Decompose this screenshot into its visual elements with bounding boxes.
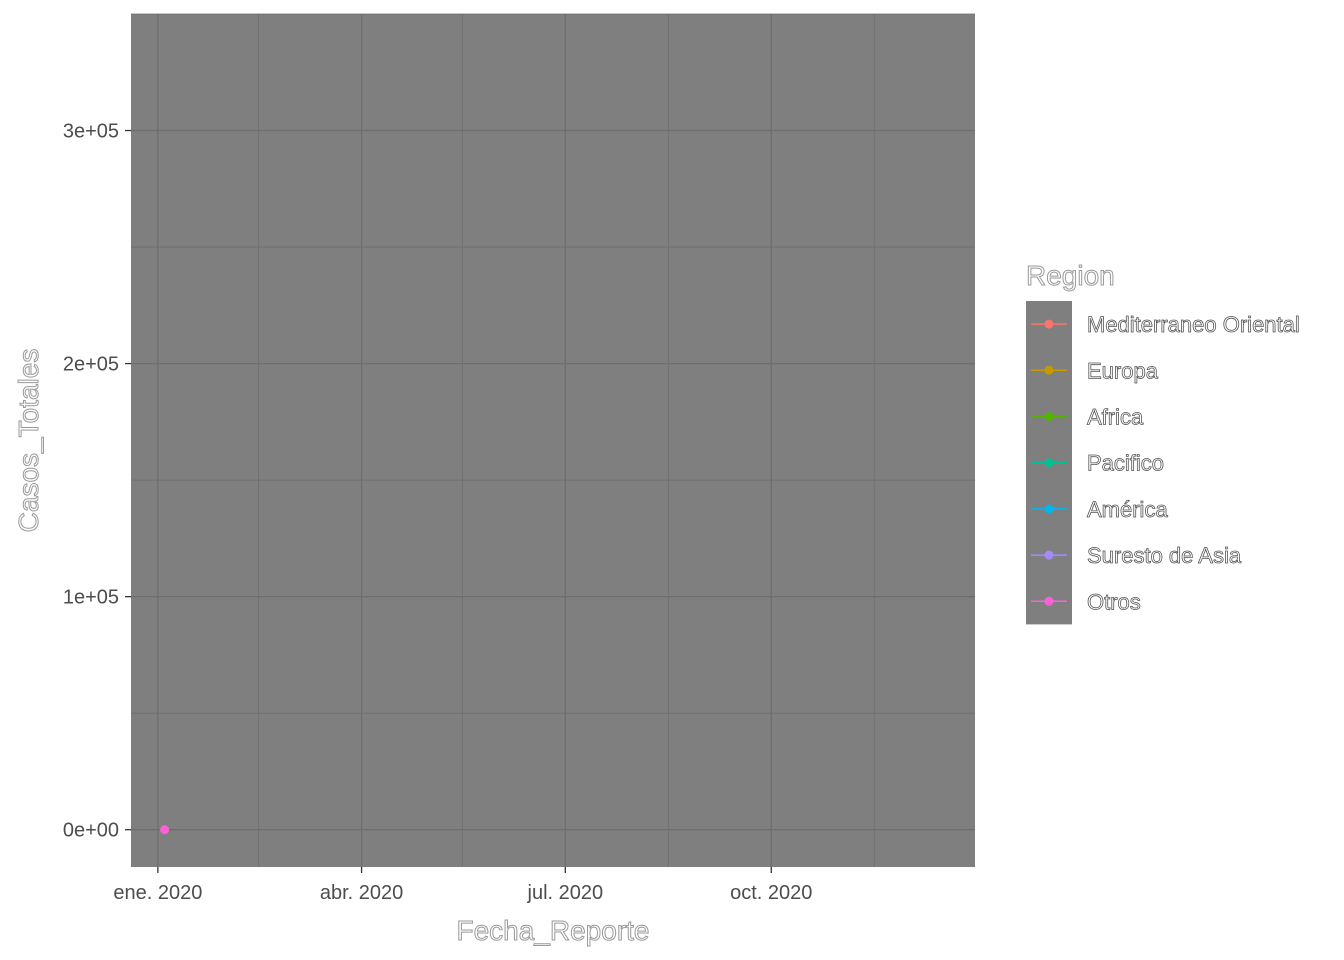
y-axis-title: Casos_Totales xyxy=(13,349,44,533)
legend-key-point xyxy=(1044,504,1054,514)
legend-label: Africa xyxy=(1087,405,1144,430)
legend-key-point xyxy=(1044,458,1054,468)
y-tick-label: 3e+05 xyxy=(63,121,119,143)
legend-key-point xyxy=(1044,596,1054,606)
legend-label: Suresto de Asia xyxy=(1087,543,1242,568)
x-tick-label: ene. 2020 xyxy=(113,882,202,904)
y-axis: 0e+00 1e+05 2e+05 3e+05 xyxy=(63,121,131,842)
plot-panel xyxy=(131,14,975,867)
series-layer xyxy=(160,825,170,835)
x-axis: ene. 2020 abr. 2020 jul. 2020 oct. 2020 xyxy=(113,867,812,904)
x-tick-label: oct. 2020 xyxy=(730,882,812,904)
x-tick-label: jul. 2020 xyxy=(527,882,604,904)
legend-key-point xyxy=(1044,319,1054,329)
legend-key-point xyxy=(1044,365,1054,375)
y-tick-label: 1e+05 xyxy=(63,587,119,609)
data-point xyxy=(160,825,170,835)
legend: Region Mediterraneo Oriental Europa Africa… xyxy=(1026,260,1300,625)
legend-label: Pacifico xyxy=(1087,451,1164,476)
y-tick-label: 0e+00 xyxy=(63,820,119,842)
legend-label: Mediterraneo Oriental xyxy=(1087,312,1300,337)
legend-label: Europa xyxy=(1087,358,1159,383)
grid-minor xyxy=(131,13,975,867)
legend-key-point xyxy=(1044,412,1054,421)
y-tick-label: 2e+05 xyxy=(63,354,119,376)
legend-title: Region xyxy=(1026,260,1115,291)
x-axis-title: Fecha_Reporte xyxy=(456,915,649,946)
legend-label: Otros xyxy=(1087,589,1141,614)
legend-key-point xyxy=(1044,550,1054,560)
legend-label: América xyxy=(1087,497,1168,522)
x-tick-label: abr. 2020 xyxy=(320,882,403,904)
grid-major xyxy=(131,14,975,867)
